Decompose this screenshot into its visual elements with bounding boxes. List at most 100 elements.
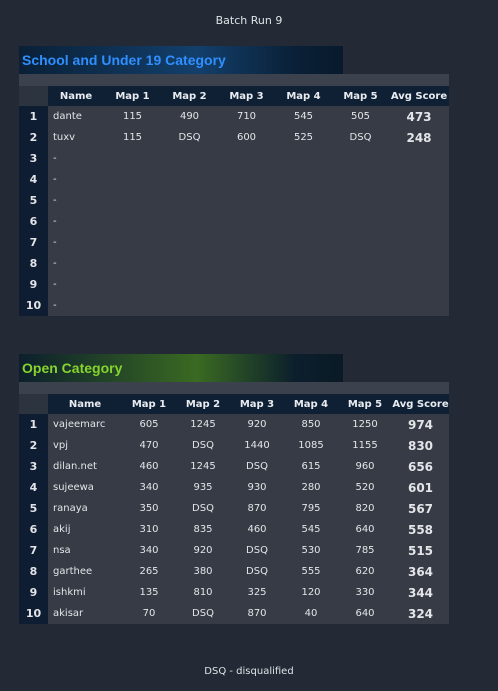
avg-score-cell: 473 [389,106,449,127]
map-score-cell: 545 [275,106,332,127]
map-score-cell: 1085 [284,435,338,456]
map-score-cell [275,295,332,316]
map-score-cell [275,253,332,274]
table-row: 10 akisar 70 DSQ 870 40 640 324 [19,603,449,624]
column-header: Name [48,394,122,414]
table-row: 8- [19,253,449,274]
map-score-cell [218,190,275,211]
rank-cell: 5 [19,190,48,211]
name-cell: garthee [48,561,122,582]
rank-cell: 1 [19,106,48,127]
name-cell: ranaya [48,498,122,519]
avg-score-cell [389,211,449,232]
rank-cell: 8 [19,561,48,582]
map-score-cell: 785 [338,540,392,561]
avg-score-cell: 601 [392,477,449,498]
dsq-footnote: DSQ - disqualified [204,666,294,677]
map-score-cell [218,148,275,169]
map-score-cell: DSQ [176,435,230,456]
column-header: Avg Score [389,86,449,106]
column-header: Map 1 [122,394,176,414]
name-cell: vpj [48,435,122,456]
map-score-cell: 920 [230,414,284,435]
avg-score-cell: 656 [392,456,449,477]
name-cell: dante [48,106,104,127]
rank-column-header [19,394,48,414]
table-row: 4- [19,169,449,190]
map-score-cell: 530 [284,540,338,561]
map-score-cell [275,169,332,190]
map-score-cell [332,253,389,274]
table-row: 6 akij 310 835 460 545 640 558 [19,519,449,540]
map-score-cell [104,148,161,169]
map-score-cell: 640 [338,519,392,540]
map-score-cell [275,148,332,169]
avg-score-cell [389,274,449,295]
school-results-table: Name Map 1 Map 2 Map 3 Map 4 Map 5 Avg S… [19,86,449,316]
map-score-cell [275,232,332,253]
name-cell: ishkmi [48,582,122,603]
avg-score-cell [389,295,449,316]
rank-cell: 4 [19,477,48,498]
avg-score-cell: 344 [392,582,449,603]
map-score-cell [161,295,218,316]
map-score-cell: 380 [176,561,230,582]
map-score-cell: DSQ [332,127,389,148]
school-category-header: School and Under 19 Category [19,46,343,74]
name-cell: - [48,148,104,169]
table-row: 1 dante 115 490 710 545 505 473 [19,106,449,127]
map-score-cell [332,148,389,169]
map-score-cell: 615 [284,456,338,477]
map-score-cell: 280 [284,477,338,498]
name-cell: nsa [48,540,122,561]
map-score-cell [218,211,275,232]
map-score-cell [218,232,275,253]
table-row: 9 ishkmi 135 810 325 120 330 344 [19,582,449,603]
rank-cell: 8 [19,253,48,274]
map-score-cell: 70 [122,603,176,624]
map-score-cell [161,169,218,190]
map-score-cell [332,190,389,211]
map-score-cell: DSQ [176,603,230,624]
map-score-cell: DSQ [161,127,218,148]
name-cell: - [48,211,104,232]
name-cell: - [48,190,104,211]
map-score-cell: 620 [338,561,392,582]
rank-cell: 1 [19,414,48,435]
map-score-cell: 1245 [176,456,230,477]
avg-score-cell [389,190,449,211]
map-score-cell: 115 [104,127,161,148]
name-cell: akisar [48,603,122,624]
map-score-cell: 850 [284,414,338,435]
map-score-cell: DSQ [230,540,284,561]
name-cell: dilan.net [48,456,122,477]
rank-cell: 10 [19,603,48,624]
map-score-cell [275,211,332,232]
map-score-cell: 795 [284,498,338,519]
name-cell: - [48,169,104,190]
map-score-cell: 605 [122,414,176,435]
column-header: Name [48,86,104,106]
map-score-cell: 870 [230,603,284,624]
name-cell: sujeewa [48,477,122,498]
name-cell: akij [48,519,122,540]
map-score-cell: 640 [338,603,392,624]
table-header-row: Name Map 1 Map 2 Map 3 Map 4 Map 5 Avg S… [19,86,449,106]
map-score-cell [218,253,275,274]
map-score-cell [275,274,332,295]
map-score-cell: 870 [230,498,284,519]
school-category-section: School and Under 19 Category Name Map 1 … [19,46,449,316]
avg-score-cell: 974 [392,414,449,435]
map-score-cell [161,190,218,211]
rank-cell: 7 [19,540,48,561]
rank-cell: 4 [19,169,48,190]
map-score-cell: 120 [284,582,338,603]
rank-cell: 9 [19,274,48,295]
rank-cell: 3 [19,148,48,169]
map-score-cell: 310 [122,519,176,540]
avg-score-cell: 364 [392,561,449,582]
map-score-cell: 525 [275,127,332,148]
map-score-cell: 1155 [338,435,392,456]
table-row: 10- [19,295,449,316]
table-row: 9- [19,274,449,295]
